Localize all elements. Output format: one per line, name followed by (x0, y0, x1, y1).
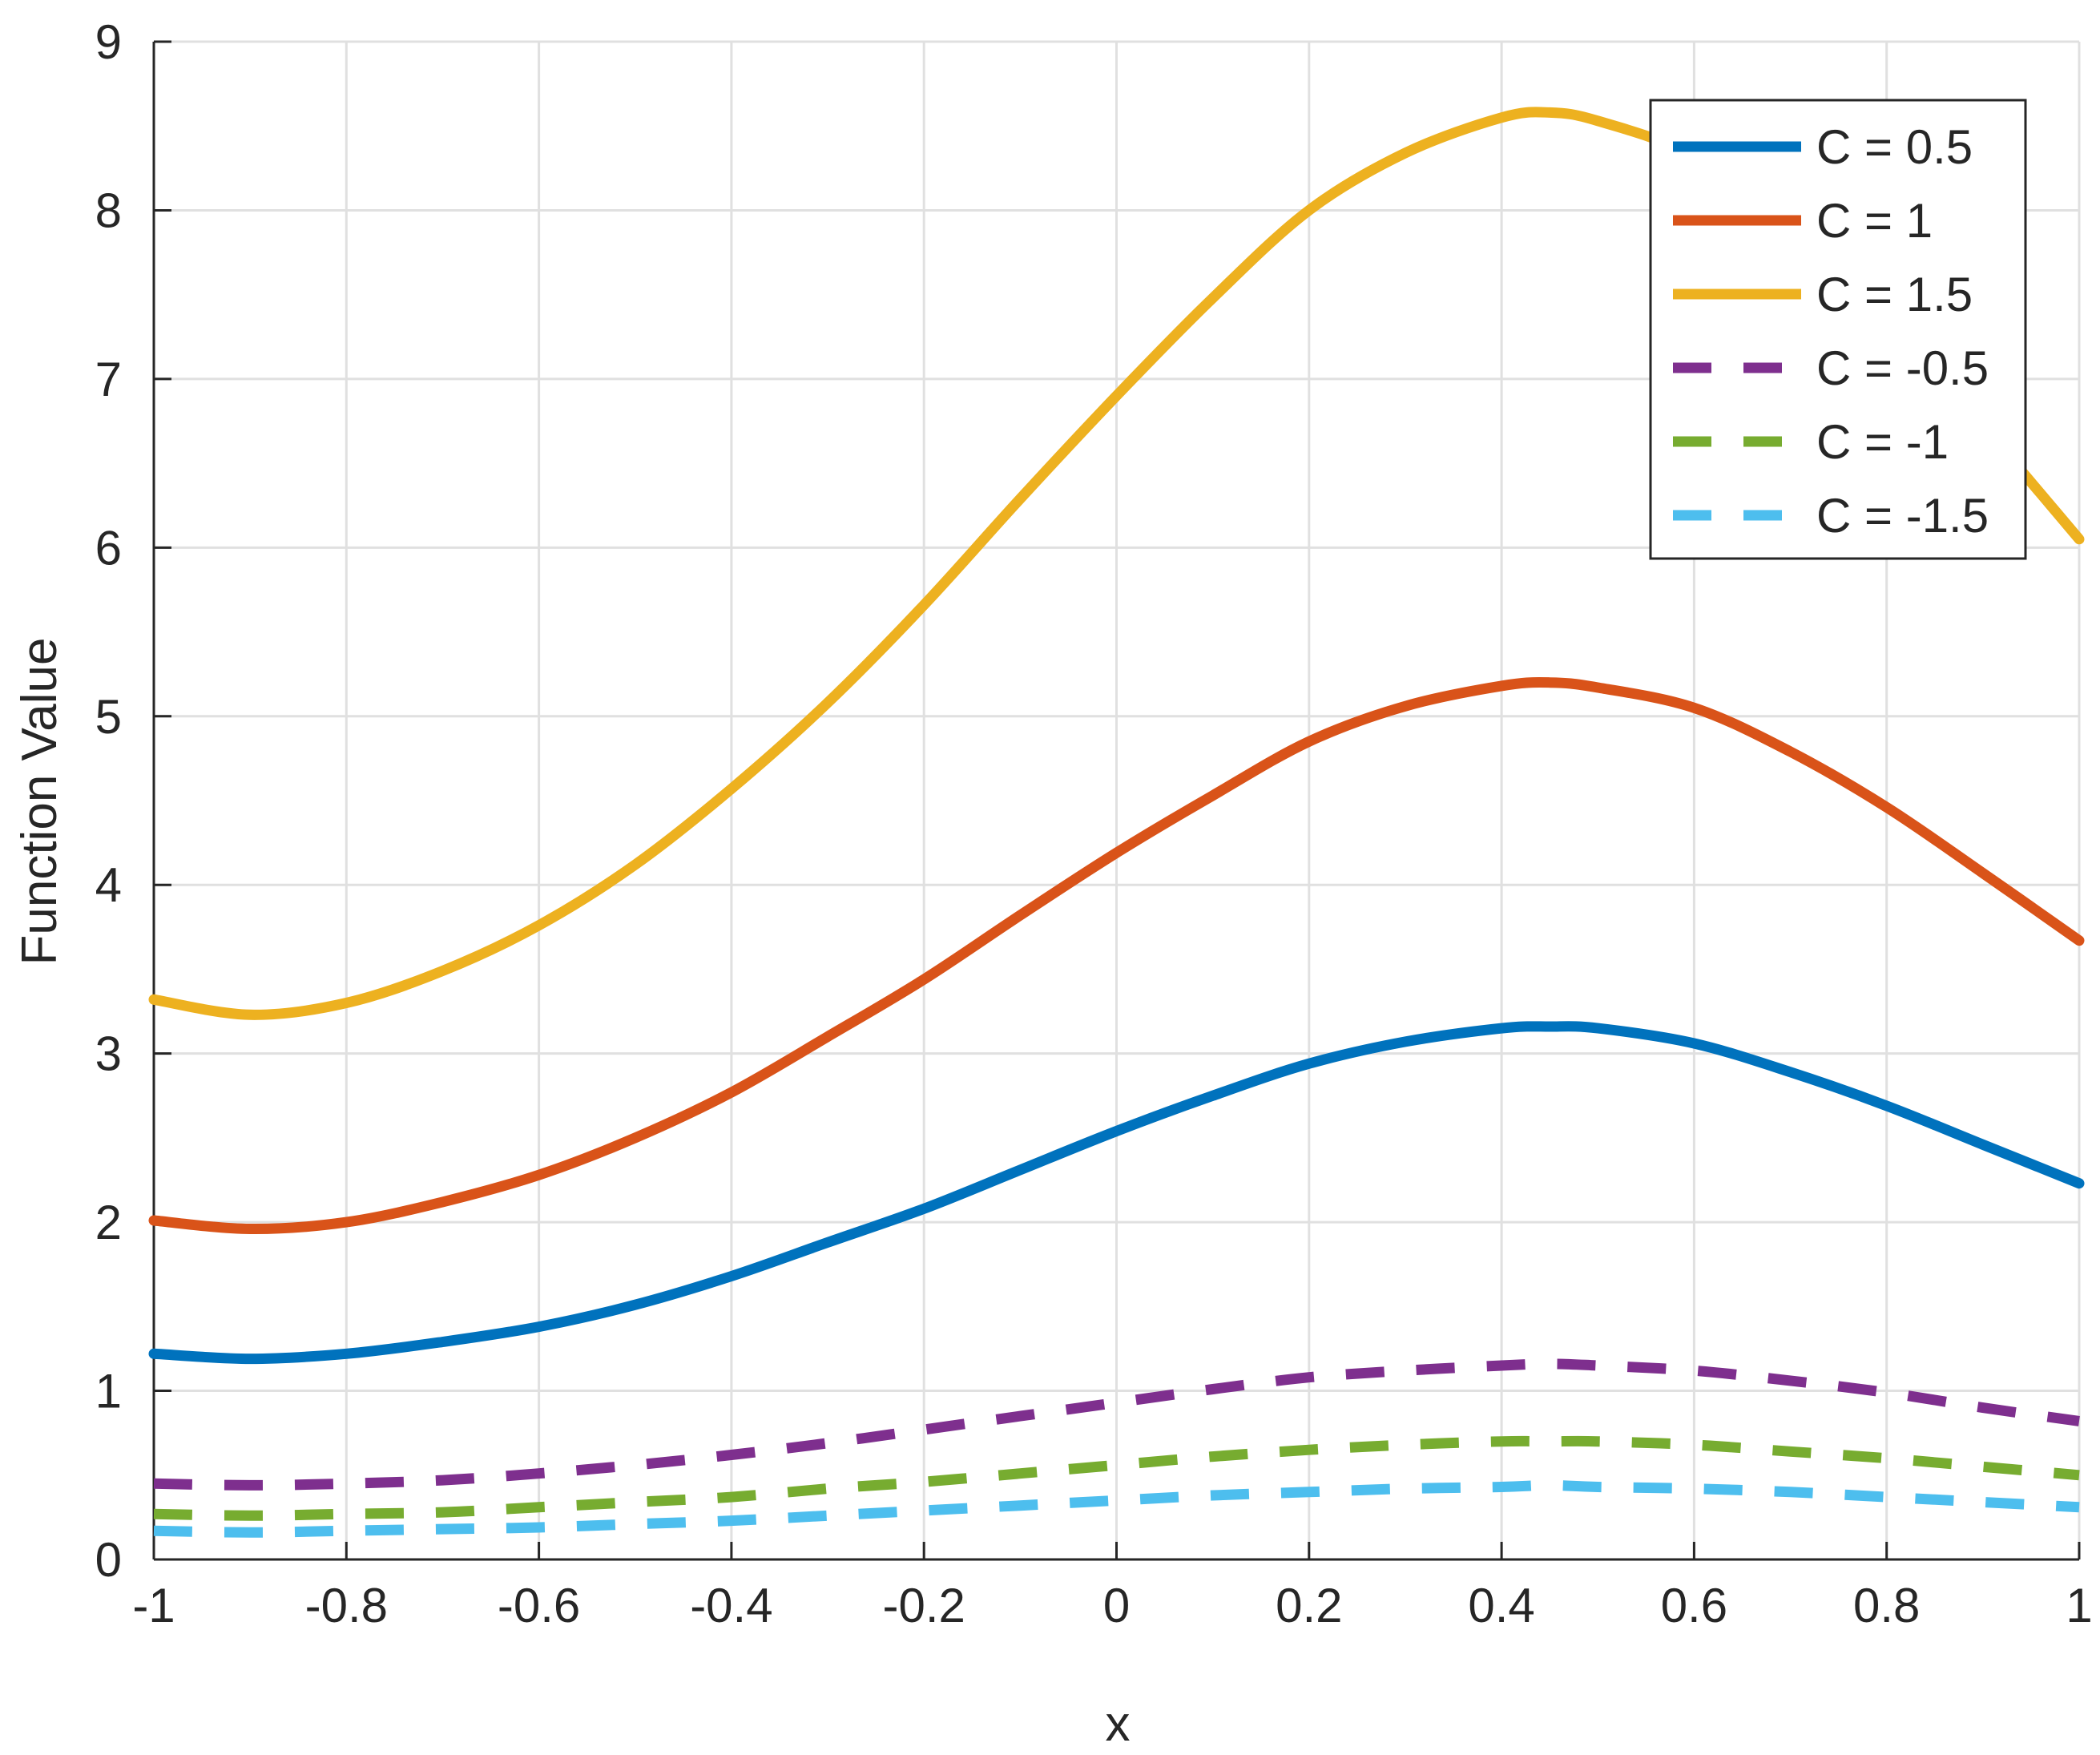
y-tick-label: 0 (95, 1533, 122, 1587)
y-tick-label: 1 (95, 1365, 122, 1418)
x-tick-label: -0.4 (690, 1579, 772, 1632)
x-tick-label: 0.6 (1661, 1579, 1727, 1632)
series-line-1 (148, 1021, 2085, 1365)
x-tick-label: 0 (1103, 1579, 1130, 1632)
legend-box (1649, 99, 2027, 560)
series-line-2 (148, 676, 2085, 1235)
legend-label: C = 1.5 (1816, 268, 1973, 321)
x-tick-label: -0.6 (498, 1579, 580, 1632)
y-tick-label: 5 (95, 690, 122, 744)
x-tick-label: 0.2 (1276, 1579, 1342, 1632)
y-tick-label: 2 (95, 1196, 122, 1249)
legend-label: C = -1 (1816, 415, 1949, 469)
y-axis-label: Function Value (12, 638, 67, 966)
axes: -1 -0.8 -0.6 -0.4 -0.2 0 0.2 0.4 0.6 0.8 1 0 1 2 3 4 5 6 7… (95, 15, 2093, 1632)
y-tick-label: 9 (95, 15, 122, 69)
y-tick-label: 4 (95, 858, 122, 912)
x-tick-label: 0.8 (1853, 1579, 1920, 1632)
x-tick-label: -1 (132, 1579, 175, 1632)
x-tick-label: -0.8 (305, 1579, 388, 1632)
legend-label: C = -0.5 (1816, 341, 1989, 395)
legend-label: C = -1.5 (1816, 489, 1989, 543)
x-tick-label: 1 (2066, 1579, 2092, 1632)
y-tick-label: 6 (95, 521, 122, 575)
x-tick-label: -0.2 (883, 1579, 965, 1632)
y-tick-label: 8 (95, 184, 122, 237)
x-tick-label: 0.4 (1468, 1579, 1534, 1632)
legend-label: C = 0.5 (1816, 120, 1973, 174)
x-axis-label: x (1106, 1696, 1131, 1751)
legend-label: C = 1 (1816, 194, 1933, 248)
y-tick-label: 3 (95, 1027, 122, 1081)
legend: C = 0.5 C = 1 C = 1.5 C = -0.5 C = -1 C = -1.… (1649, 99, 2027, 560)
y-tick-label: 7 (95, 353, 122, 406)
series-line-4 (153, 1358, 2080, 1491)
